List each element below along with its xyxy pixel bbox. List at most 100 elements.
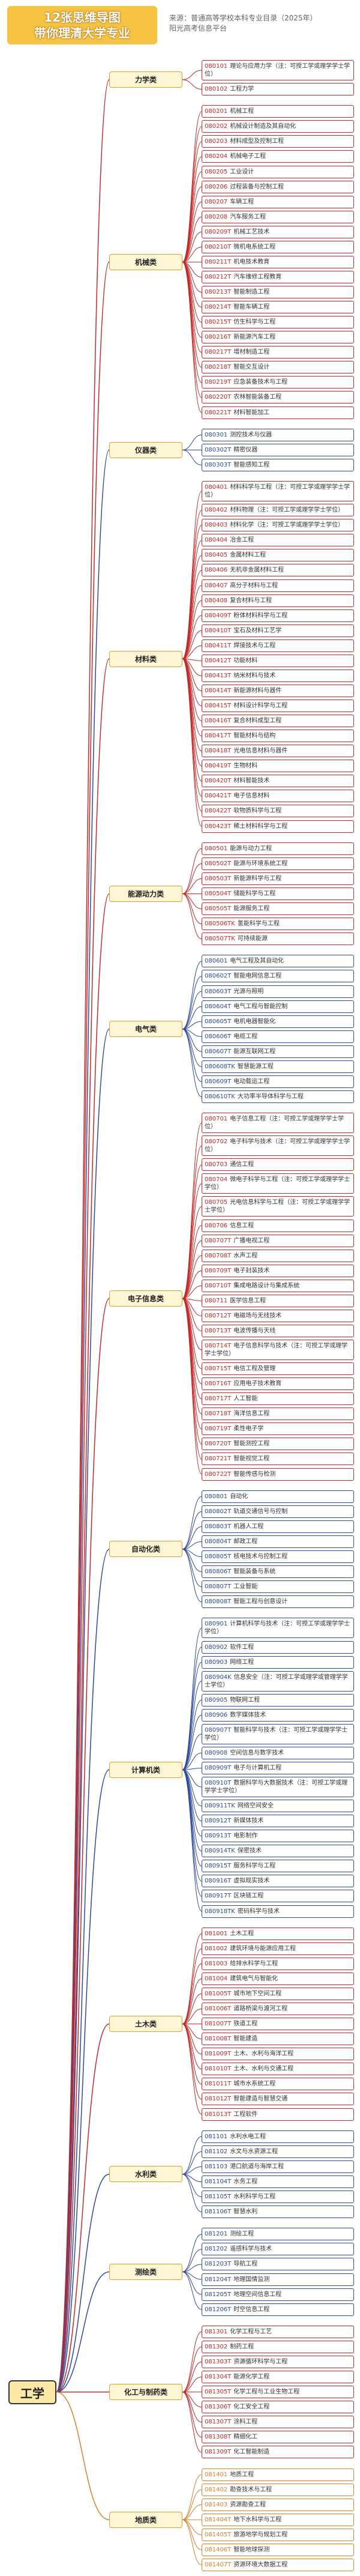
major-node: 081407T 资源环境大数据工程 [202, 2559, 354, 2571]
major-code: 080419T [205, 763, 232, 770]
connector [182, 1029, 202, 1067]
major-name: 邮政工程 [233, 1538, 258, 1545]
major-name: 智能工程与创意设计 [233, 1598, 288, 1606]
major-node: 080503T 新能源科学与工程 [202, 872, 354, 885]
major-node: 080714T 电子信息科学与技术（注：可授工学或理学学士学位） [202, 1340, 354, 1361]
major-code: 081402 [205, 2486, 228, 2493]
connector [182, 434, 202, 450]
major-code: 080205 [205, 168, 228, 175]
major-name: 水利水电工程 [230, 2133, 266, 2140]
connector [182, 1526, 202, 1550]
major-name: 电影制作 [233, 1833, 258, 1840]
major-name: 过程装备与控制工程 [230, 183, 284, 190]
major-node: 080412T 功能材料 [202, 654, 354, 667]
major-node: 080101 理论与应用力学（注：可授工学或理学学士学位） [202, 60, 354, 80]
category-node: 计算机类 [109, 1761, 182, 1778]
major-node: 080218T 智能交互设计 [202, 361, 354, 374]
connector [56, 261, 110, 2393]
major-node: 080501 能源与动力工程 [202, 842, 354, 855]
major-name: 水声工程 [233, 1252, 258, 1259]
major-name: 导航工程 [233, 2261, 258, 2268]
major-code: 080209T [205, 228, 232, 235]
major-name: 电信工程及管理 [233, 1365, 276, 1373]
major-node: 080913T 电影制作 [202, 1830, 354, 1843]
major-code: 080421T [205, 793, 232, 800]
category-node: 化工与制药类 [109, 2384, 182, 2401]
major-name: 高分子材料与工程 [230, 582, 278, 589]
major-node: 080401 材料科学与工程（注：可授工学或理学学士学位） [202, 481, 354, 502]
major-code: 080721T [205, 1456, 232, 1463]
major-name: 核电技术与控制工程 [233, 1553, 288, 1561]
major-node: 081001 土木工程 [202, 1927, 354, 1940]
major-node: 080909T 电子与计算机工程 [202, 1761, 354, 1774]
major-name: 通信工程 [230, 1161, 254, 1169]
connector [56, 79, 110, 2393]
major-name: 材料物理（注：可授工学或理学学士学位） [230, 507, 344, 514]
major-node: 080216T 新能源汽车工程 [202, 331, 354, 344]
major-code: 080504T [205, 890, 232, 897]
major-name: 新媒体技术 [233, 1818, 264, 1825]
major-node: 080917T 区块链工程 [202, 1890, 354, 1903]
connector [182, 1933, 202, 2025]
major-code: 081007T [205, 2021, 232, 2028]
major-code: 080402 [205, 507, 228, 514]
major-node: 080712T 电磁场与无线技术 [202, 1309, 354, 1322]
major-name: 柔性电子学 [233, 1426, 264, 1433]
major-name: 微电子科学与工程（注：可授工学或理学学士学位） [205, 1176, 350, 1191]
major-code: 080722T [205, 1471, 232, 1478]
connector [182, 2489, 202, 2520]
major-code: 081002 [205, 1945, 228, 1952]
major-name: 工程软件 [233, 2111, 258, 2118]
major-node: 080421T 电子信息材料 [202, 790, 354, 803]
major-name: 勘查技术与工程 [230, 2486, 272, 2493]
major-node: 081104T 水务工程 [202, 2175, 354, 2188]
major-name: 信息工程 [230, 1222, 254, 1229]
major-node: 080417T 智能材料与结构 [202, 730, 354, 743]
major-name: 保密技术 [237, 1848, 262, 1855]
connector [182, 2166, 202, 2175]
major-node: 080209T 机械工艺技术 [202, 225, 354, 238]
major-code: 080909T [205, 1764, 232, 1771]
major-node: 080801 自动化 [202, 1490, 354, 1503]
connector [182, 2474, 202, 2520]
major-name: 地理国情监测 [233, 2276, 270, 2283]
connector [182, 991, 202, 1030]
major-code: 080601 [205, 958, 228, 965]
connector [182, 1963, 202, 2025]
major-name: 虚拟现实技术 [233, 1878, 270, 1885]
major-name: 测绘工程 [230, 2231, 254, 2238]
major-node: 080906 数字媒体技术 [202, 1708, 354, 1722]
major-node: 080915T 服务科学与工程 [202, 1860, 354, 1873]
major-node: 081305T 化学工程与工业生物工程 [202, 2386, 354, 2399]
major-name: 水文与水资源工程 [230, 2148, 278, 2155]
connector [182, 570, 202, 659]
major-node: 080408 复合材料与工程 [202, 594, 354, 607]
major-code: 080212T [205, 273, 232, 280]
major-name: 广播电视工程 [233, 1237, 270, 1244]
connector [182, 231, 202, 262]
major-code: 080417T [205, 733, 232, 740]
connector [56, 1298, 110, 2393]
major-code: 080501 [205, 845, 228, 852]
major-name: 铁道工程 [233, 2021, 258, 2028]
major-name: 软物质科学与工程 [233, 808, 282, 815]
major-name: 机械电子工程 [230, 153, 266, 160]
connector [182, 658, 202, 827]
major-node: 080602T 智能电网信息工程 [202, 970, 354, 983]
major-node: 080402 材料物理（注：可授工学或理学学士学位） [202, 504, 354, 517]
major-code: 080420T [205, 778, 232, 785]
major-node: 080721T 智能视觉工程 [202, 1453, 354, 1466]
major-code: 081407T [205, 2562, 232, 2568]
connector [182, 630, 202, 659]
major-code: 080412T [205, 657, 232, 664]
major-code: 080709T [205, 1267, 232, 1274]
major-name: 测控技术与仪器 [230, 431, 272, 438]
major-code: 080407 [205, 582, 228, 589]
major-name: 智能地球探测 [233, 2546, 270, 2553]
major-node: 080802T 轨道交通信号与控制 [202, 1505, 354, 1518]
major-name: 物联网工程 [230, 1696, 260, 1704]
category-node: 测绘类 [109, 2263, 182, 2280]
major-name: 微机电系统工程 [233, 243, 276, 250]
connector [182, 126, 202, 262]
major-code: 080503T [205, 875, 232, 882]
